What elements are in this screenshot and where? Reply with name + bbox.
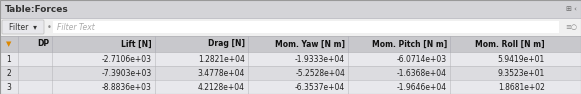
Text: Filter  ▾: Filter ▾ xyxy=(9,22,37,31)
Text: -6.3537e+04: -6.3537e+04 xyxy=(295,83,345,91)
Text: DP: DP xyxy=(37,39,49,49)
Text: -6.0714e+03: -6.0714e+03 xyxy=(397,55,447,64)
Text: Drag [N]: Drag [N] xyxy=(208,39,245,49)
Bar xyxy=(0,80,581,94)
Text: Mom. Pitch [N m]: Mom. Pitch [N m] xyxy=(372,39,447,49)
Text: -1.9333e+04: -1.9333e+04 xyxy=(295,55,345,64)
Bar xyxy=(0,52,581,66)
Text: 4.2128e+04: 4.2128e+04 xyxy=(198,83,245,91)
Bar xyxy=(0,0,581,18)
Text: -1.9646e+04: -1.9646e+04 xyxy=(397,83,447,91)
FancyBboxPatch shape xyxy=(2,20,44,34)
Text: Mom. Yaw [N m]: Mom. Yaw [N m] xyxy=(275,39,345,49)
Bar xyxy=(0,18,581,36)
Text: 1.2821e+04: 1.2821e+04 xyxy=(198,55,245,64)
Bar xyxy=(53,21,559,33)
Bar xyxy=(0,36,581,52)
Text: Filter Text: Filter Text xyxy=(57,22,95,31)
Text: 1.8681e+02: 1.8681e+02 xyxy=(498,83,545,91)
Text: -1.6368e+04: -1.6368e+04 xyxy=(397,69,447,77)
Text: 9.3523e+01: 9.3523e+01 xyxy=(498,69,545,77)
Text: ⊞ ‹: ⊞ ‹ xyxy=(566,6,577,12)
Text: 3.4778e+04: 3.4778e+04 xyxy=(198,69,245,77)
Text: -7.3903e+03: -7.3903e+03 xyxy=(102,69,152,77)
Text: 2: 2 xyxy=(6,69,12,77)
Text: -2.7106e+03: -2.7106e+03 xyxy=(102,55,152,64)
Text: -8.8836e+03: -8.8836e+03 xyxy=(102,83,152,91)
Text: -5.2528e+04: -5.2528e+04 xyxy=(295,69,345,77)
Text: 5.9419e+01: 5.9419e+01 xyxy=(498,55,545,64)
Text: Table:Forces: Table:Forces xyxy=(5,5,69,14)
Text: Mom. Roll [N m]: Mom. Roll [N m] xyxy=(475,39,545,49)
Bar xyxy=(0,66,581,80)
Text: •: • xyxy=(47,22,52,31)
Text: 1: 1 xyxy=(6,55,12,64)
Text: ▼: ▼ xyxy=(6,41,12,47)
Text: Lift [N]: Lift [N] xyxy=(121,39,152,49)
Text: ≡○: ≡○ xyxy=(565,24,577,30)
Text: 3: 3 xyxy=(6,83,12,91)
